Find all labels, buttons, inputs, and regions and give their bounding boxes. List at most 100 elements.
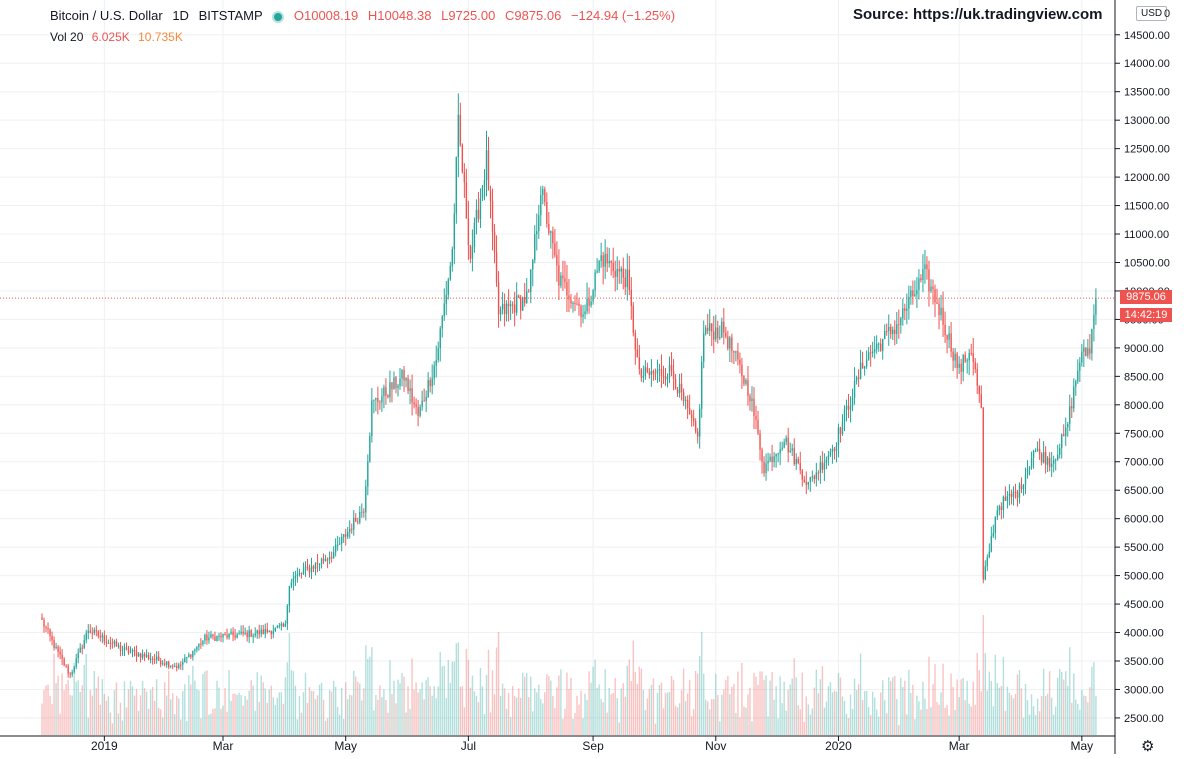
candle [863,365,866,376]
volume-bar [123,681,126,735]
candle [749,393,751,411]
volume-bar [1087,702,1089,735]
candle-body [638,357,641,370]
candle [646,362,649,374]
volume-bar [811,708,814,735]
symbol-name[interactable]: Bitcoin / U.S. Dollar [50,8,163,23]
candle-body [224,634,226,636]
candle [459,102,462,147]
candle [69,672,71,679]
candle [562,260,564,291]
volume-bar [1030,694,1033,735]
candle-body [270,631,272,635]
y-tick-label: 3500.00 [1124,656,1164,668]
candle [359,506,361,525]
interval-label[interactable]: 1D [172,8,189,23]
candle-body [89,630,91,633]
candle-body [779,449,781,454]
candle-body [401,370,403,379]
volume-bar [831,692,834,735]
volume-bar [296,719,299,735]
candle [1095,288,1097,325]
candle [463,163,466,198]
volume-bar [845,713,848,735]
candle [59,646,61,660]
candle-body [656,369,659,374]
candle-body [469,244,472,259]
candle [1000,502,1003,520]
x-tick-label: May [1070,739,1093,753]
candle [377,386,379,415]
candle-body [920,278,922,281]
candle-body [1000,506,1003,511]
candle-body [234,635,236,638]
candle-body [117,645,120,647]
candle-body [950,333,952,352]
candle-body [258,630,260,635]
candle [833,446,836,460]
volume-bar [248,690,250,735]
volume-label[interactable]: Vol 20 [50,30,84,44]
volume-bar [246,699,248,735]
volume-bar [286,662,289,735]
volume-bar [222,705,224,735]
candle-body [365,486,367,513]
volume-bar [1044,696,1047,735]
candle-body [803,479,805,482]
volume-bar [355,676,357,735]
volume-bar [789,684,791,735]
candle [914,280,916,297]
volume-bar [419,689,421,735]
volume-bar [700,632,703,735]
candle-body [445,294,447,304]
volume-bar [159,709,162,735]
currency-button[interactable]: USD [1136,6,1168,21]
candle [608,247,610,268]
candle [497,271,500,328]
candle [242,624,244,637]
candle-body [314,562,317,569]
volume-bar [775,686,777,735]
candle [823,453,826,482]
candle-body [960,363,962,372]
volume-bar [1077,703,1079,735]
candle [656,359,659,383]
candle-body [272,631,275,635]
candle [186,656,188,664]
candle [194,648,196,656]
candle [270,630,272,640]
volume-bar [320,682,323,735]
volume-bar [515,697,518,735]
candle [61,649,63,665]
candle [149,652,152,664]
candle [71,669,73,678]
volume-bar [473,691,476,735]
volume-bar [87,717,89,735]
gear-icon[interactable]: ⚙ [1141,738,1155,755]
candle-body [648,371,651,375]
volume-bar [357,681,359,735]
volume-bar [715,673,717,735]
candle-body [363,511,365,513]
candle-body [1071,406,1073,409]
volume-bar [956,679,958,735]
volume-bar [920,709,922,735]
candle-body [334,544,337,553]
candle [107,639,110,644]
candle [117,642,120,649]
candle [226,628,228,640]
x-tick-label: Mar [949,739,970,753]
candle-body [789,450,791,453]
volume-bar [865,690,868,735]
candle-body [200,643,202,645]
candle [556,241,558,282]
candle [546,192,548,228]
candle-body [298,573,301,575]
candle-body [831,448,834,452]
candle-body [686,399,689,409]
candle [779,441,781,466]
candle-body [214,636,216,641]
volume-bar [1059,669,1061,735]
